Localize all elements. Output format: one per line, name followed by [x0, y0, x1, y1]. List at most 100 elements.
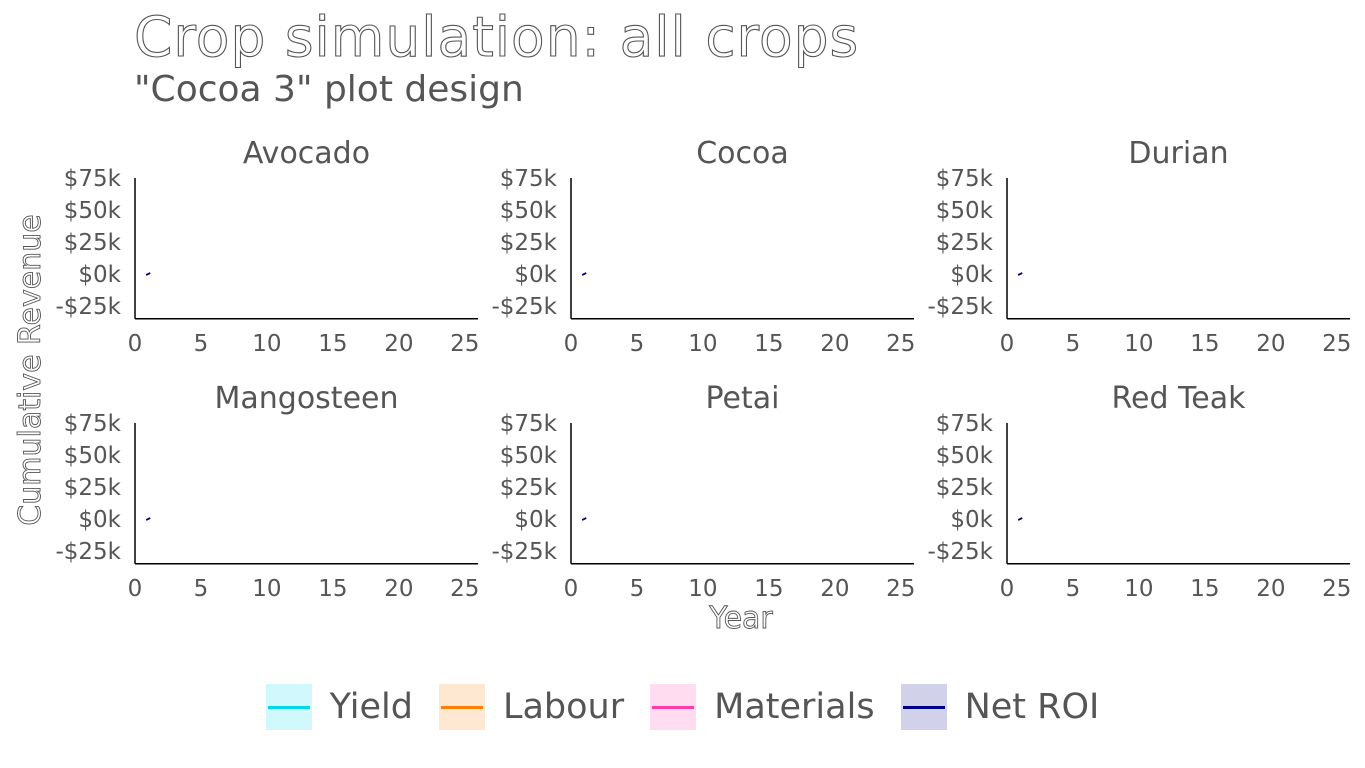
x-tick-label: 10: [252, 331, 281, 357]
x-tick-label: 20: [1256, 576, 1285, 602]
series-net-roi-point: [581, 272, 587, 276]
legend-label: Net ROI: [964, 687, 1100, 727]
legend-item-net-roi: Net ROI: [900, 684, 1100, 730]
x-tick-label: 10: [1124, 331, 1153, 357]
x-axis-title: Year: [708, 601, 773, 636]
series-net-roi-point: [581, 517, 587, 521]
x-tick-label: 20: [820, 331, 849, 357]
y-tick-label: $25k: [64, 475, 122, 501]
x-tick-label: 0: [128, 331, 143, 357]
legend-item-labour: Labour: [438, 684, 625, 730]
chart-title: Crop simulation: all crops: [133, 4, 860, 69]
x-tick-label: 15: [754, 576, 783, 602]
chart-legend: Yield Labour Materials Net ROI: [0, 684, 1365, 730]
y-tick-label: $50k: [936, 198, 994, 224]
legend-swatch: [650, 684, 697, 730]
panel-durian: Durian $75k $50k $25k $0k -$25k 0 5 10 15 20 25: [927, 136, 1351, 357]
x-tick-label: 20: [384, 331, 413, 357]
x-tick-label: 25: [886, 331, 915, 357]
y-tick-label: $25k: [500, 230, 558, 256]
chart-subtitle: "Cocoa 3" plot design: [134, 69, 524, 110]
y-tick-label: $75k: [936, 166, 994, 192]
y-tick-label: $50k: [500, 198, 558, 224]
panel-title: Mangosteen: [215, 381, 399, 416]
y-tick-label: $75k: [936, 411, 994, 437]
y-tick-label: -$25k: [927, 294, 993, 320]
panel-red-teak: Red Teak $75k $50k $25k $0k -$25k 0 5 10 15 20 25: [927, 381, 1351, 602]
x-tick-label: 0: [1000, 576, 1015, 602]
x-tick-label: 20: [820, 576, 849, 602]
x-tick-label: 20: [384, 576, 413, 602]
legend-item-materials: Materials: [650, 684, 875, 730]
x-tick-label: 5: [194, 331, 209, 357]
y-tick-label: $75k: [64, 411, 122, 437]
panel-title: Red Teak: [1112, 381, 1247, 416]
legend-label: Labour: [502, 687, 625, 727]
panel-petai: Petai $75k $50k $25k $0k -$25k 0 5 10 15 20 25: [491, 381, 915, 602]
x-tick-label: 5: [630, 576, 645, 602]
panel-mangosteen: Mangosteen $75k $50k $25k $0k -$25k 0 5 10 15 20 25: [55, 381, 479, 602]
x-tick-label: 15: [318, 576, 347, 602]
y-tick-label: $0k: [950, 262, 993, 288]
x-tick-label: 10: [1124, 576, 1153, 602]
y-tick-label: -$25k: [927, 539, 993, 565]
y-tick-label: $25k: [936, 230, 994, 256]
x-tick-label: 0: [1000, 331, 1015, 357]
x-tick-label: 15: [1190, 331, 1219, 357]
panel-title: Avocado: [243, 136, 370, 171]
y-tick-label: $75k: [500, 411, 558, 437]
y-tick-label: $0k: [514, 262, 557, 288]
legend-label: Materials: [714, 687, 875, 727]
y-axis-title: Cumulative Revenue: [13, 214, 48, 525]
x-tick-label: 25: [886, 576, 915, 602]
panel-title: Petai: [706, 381, 780, 416]
x-tick-label: 25: [450, 576, 479, 602]
y-tick-label: $25k: [500, 475, 558, 501]
series-net-roi-point: [1017, 517, 1023, 521]
x-tick-label: 15: [754, 331, 783, 357]
x-tick-label: 10: [252, 576, 281, 602]
y-tick-label: -$25k: [55, 539, 121, 565]
y-tick-label: $50k: [64, 198, 122, 224]
series-net-roi-point: [1017, 272, 1023, 276]
y-tick-label: $25k: [64, 230, 122, 256]
y-tick-label: $50k: [64, 443, 122, 469]
y-tick-label: $75k: [500, 166, 558, 192]
panel-cocoa: Cocoa $75k $50k $25k $0k -$25k 0 5 10 15 20 25: [491, 136, 915, 357]
x-tick-label: 25: [1322, 331, 1351, 357]
y-tick-label: $0k: [514, 507, 557, 533]
legend-label: Yield: [329, 687, 413, 727]
x-tick-label: 15: [318, 331, 347, 357]
y-tick-label: $25k: [936, 475, 994, 501]
x-tick-label: 5: [1066, 331, 1081, 357]
x-tick-label: 0: [128, 576, 143, 602]
x-tick-label: 0: [564, 576, 579, 602]
panel-title: Durian: [1128, 136, 1228, 171]
y-tick-label: -$25k: [491, 294, 557, 320]
y-tick-label: $75k: [64, 166, 122, 192]
x-tick-label: 5: [630, 331, 645, 357]
legend-swatch: [900, 684, 947, 730]
x-tick-label: 25: [1322, 576, 1351, 602]
y-tick-label: $50k: [500, 443, 558, 469]
legend-swatch: [438, 684, 485, 730]
y-tick-label: $0k: [78, 262, 121, 288]
x-tick-label: 5: [194, 576, 209, 602]
y-tick-label: $50k: [936, 443, 994, 469]
y-tick-label: -$25k: [491, 539, 557, 565]
x-tick-label: 10: [688, 576, 717, 602]
x-tick-label: 15: [1190, 576, 1219, 602]
x-tick-label: 5: [1066, 576, 1081, 602]
y-tick-label: $0k: [78, 507, 121, 533]
x-tick-label: 20: [1256, 331, 1285, 357]
panel-avocado: Avocado $75k $50k $25k $0k -$25k 0 5 10 15 20 25: [55, 136, 479, 357]
x-tick-label: 10: [688, 331, 717, 357]
legend-item-yield: Yield: [265, 684, 413, 730]
legend-swatch: [265, 684, 312, 730]
series-net-roi-point: [145, 272, 151, 276]
y-tick-label: $0k: [950, 507, 993, 533]
x-tick-label: 25: [450, 331, 479, 357]
x-tick-label: 0: [564, 331, 579, 357]
panel-title: Cocoa: [696, 136, 789, 171]
